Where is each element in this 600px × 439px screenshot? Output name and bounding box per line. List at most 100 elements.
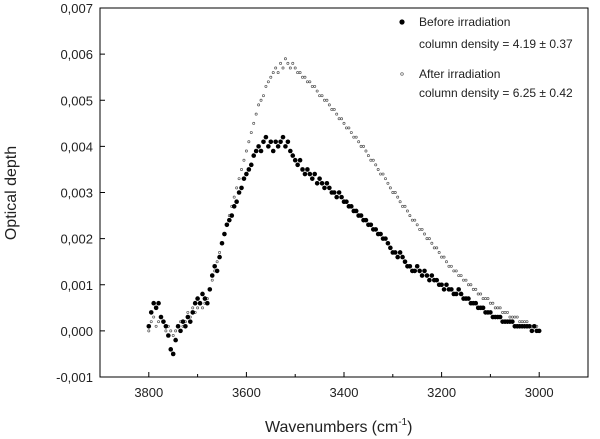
data-point-after [513,315,517,319]
data-point-before [480,305,486,311]
data-point-after [474,287,478,291]
data-point-after [371,158,375,162]
data-point-after [186,310,190,314]
data-point-after [354,135,358,139]
data-point-after [244,149,248,153]
plot-frame [99,7,589,378]
data-point-before [349,204,354,209]
data-point-after [310,84,314,88]
data-point-after [425,237,429,241]
data-point-before [312,171,318,177]
data-point-after [393,191,397,194]
data-point-before [395,254,400,260]
data-point-before [214,268,220,274]
data-point-before [173,337,178,343]
data-point-before [422,268,427,274]
y-tick-label: 0,006 [60,47,93,62]
data-point-after [269,75,273,79]
data-point-after [315,89,319,93]
data-point-before [224,222,230,228]
data-point-before [429,273,435,278]
data-point-before [392,250,398,255]
data-point-after [352,135,356,139]
data-point-after [283,57,287,61]
data-point-before [414,264,420,269]
data-point-after [254,112,258,116]
data-point-after [432,246,436,250]
data-point-after [342,121,346,125]
data-point-after [452,269,456,273]
data-point-after [210,278,214,282]
data-point-after [359,144,363,148]
data-point-before [314,180,320,186]
data-point-after [493,306,497,310]
y-tick-label: 0,001 [60,278,93,293]
data-point-after [242,158,246,162]
data-point-after [471,287,475,291]
data-point-after [259,98,263,102]
data-point-after [435,246,439,250]
y-tick-label: -0,001 [56,370,93,385]
x-axis-title-unit-close: ) [407,419,412,436]
x-tick-label: 3400 [330,385,359,400]
data-point-before [170,351,176,357]
data-point-after [257,103,261,107]
data-point-before [424,273,430,278]
data-point-before [322,185,327,191]
data-point-before [400,254,405,260]
data-point-before [275,144,281,149]
data-point-after [525,320,529,324]
data-point-after [484,297,487,301]
data-point-after [469,283,473,287]
data-point-before [441,287,447,292]
data-point-after [237,177,241,181]
data-point-before [200,291,205,297]
legend-marker-after [400,72,404,76]
x-axis: 3800 3600 3400 3200 3000 [99,372,589,400]
x-axis-title-main: Wavenumbers [265,419,368,436]
data-point-after [515,315,519,319]
data-point-after [405,209,409,213]
data-point-after [459,274,463,277]
data-point-after [252,121,256,125]
data-point-before [417,268,422,274]
data-point-before [302,171,308,177]
data-point-before [187,319,193,324]
data-point-before [248,162,254,168]
data-point-before [168,347,174,352]
x-axis-title-unit: (cm [372,419,399,436]
data-point-after [240,167,243,171]
data-point-before [444,282,449,288]
data-point-before [205,300,210,306]
data-point-before [331,190,337,195]
data-point-after [235,186,239,190]
data-point-before [192,300,198,306]
data-point-before [207,287,213,292]
data-point-before [212,264,217,269]
data-point-after [420,227,424,231]
data-point-before [397,250,403,255]
data-point-before [466,296,471,301]
y-tick-label: 0,003 [60,186,93,201]
data-point-after [386,181,390,185]
data-point-before [258,148,264,154]
x-tick-label: 3800 [134,385,163,400]
data-point-after [464,278,468,282]
data-point-before [368,222,374,228]
data-point-after [349,131,353,134]
data-point-after [374,163,378,167]
data-point-before [327,185,332,191]
data-point-before [166,333,171,338]
data-point-after [171,334,175,337]
data-point-after [279,61,283,65]
data-point-after [305,80,309,84]
data-point-before [295,162,300,168]
data-point-after [401,204,405,208]
x-axis-title: Wavenumbers (cm-1) [265,417,412,436]
data-point-before [449,287,454,292]
legend-label-before: Before irradiation [419,15,510,29]
x-tick-label: 3000 [525,385,554,400]
data-point-after [379,172,383,176]
x-tick-label: 3200 [427,385,456,400]
